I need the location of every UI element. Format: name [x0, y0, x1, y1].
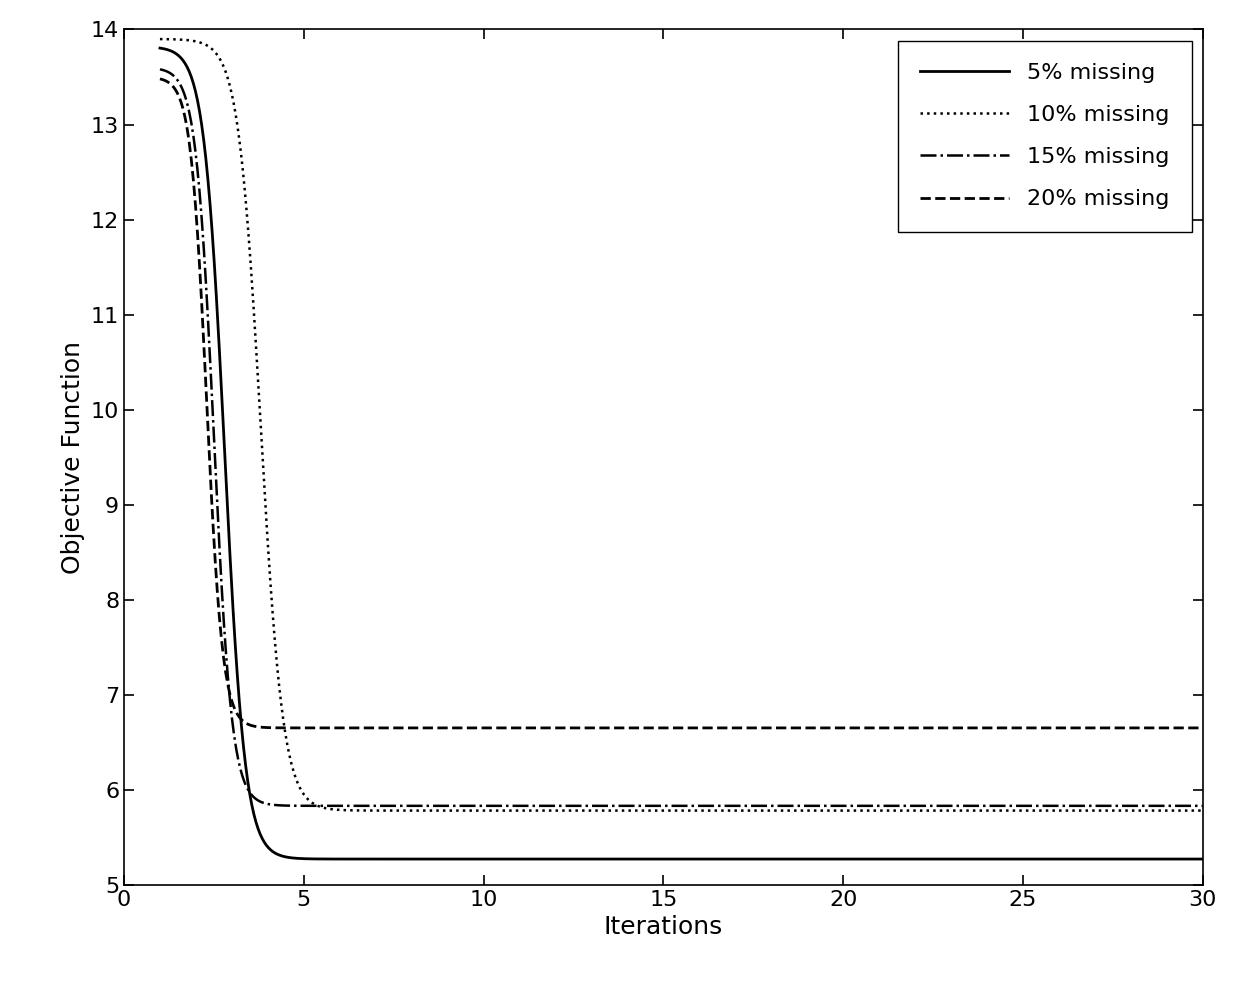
10% missing [869, 805, 884, 817]
10% missing [259, 516, 274, 528]
5% missing [259, 839, 274, 851]
20% missing [967, 722, 982, 733]
5% missing [967, 853, 982, 865]
X-axis label: Iterations: Iterations [604, 915, 723, 939]
Y-axis label: Objective Function: Objective Function [61, 340, 86, 574]
Line: 10% missing: 10% missing [160, 39, 1203, 811]
20% missing [1195, 722, 1210, 733]
15% missing [543, 800, 558, 812]
5% missing [574, 853, 589, 865]
10% missing [986, 805, 1001, 817]
20% missing [259, 722, 274, 733]
5% missing [153, 42, 167, 54]
20% missing [153, 73, 167, 85]
10% missing [675, 805, 689, 817]
Line: 5% missing: 5% missing [160, 48, 1203, 859]
10% missing [153, 33, 167, 45]
15% missing [259, 798, 274, 810]
20% missing [575, 722, 590, 733]
10% missing [1195, 805, 1210, 817]
Legend: 5% missing, 10% missing, 15% missing, 20% missing: 5% missing, 10% missing, 15% missing, 20… [898, 40, 1192, 232]
20% missing [498, 722, 513, 733]
10% missing [574, 805, 589, 817]
5% missing [1195, 853, 1210, 865]
10% missing [611, 805, 626, 817]
15% missing [1195, 800, 1210, 812]
15% missing [967, 800, 982, 812]
20% missing [869, 722, 884, 733]
20% missing [613, 722, 627, 733]
5% missing [986, 853, 1001, 865]
10% missing [967, 805, 982, 817]
Line: 15% missing: 15% missing [160, 70, 1203, 806]
5% missing [613, 853, 627, 865]
Line: 20% missing: 20% missing [160, 79, 1203, 727]
5% missing [604, 853, 619, 865]
15% missing [613, 800, 627, 812]
15% missing [153, 64, 167, 76]
15% missing [986, 800, 1001, 812]
5% missing [869, 853, 884, 865]
15% missing [869, 800, 884, 812]
20% missing [986, 722, 1001, 733]
15% missing [575, 800, 590, 812]
